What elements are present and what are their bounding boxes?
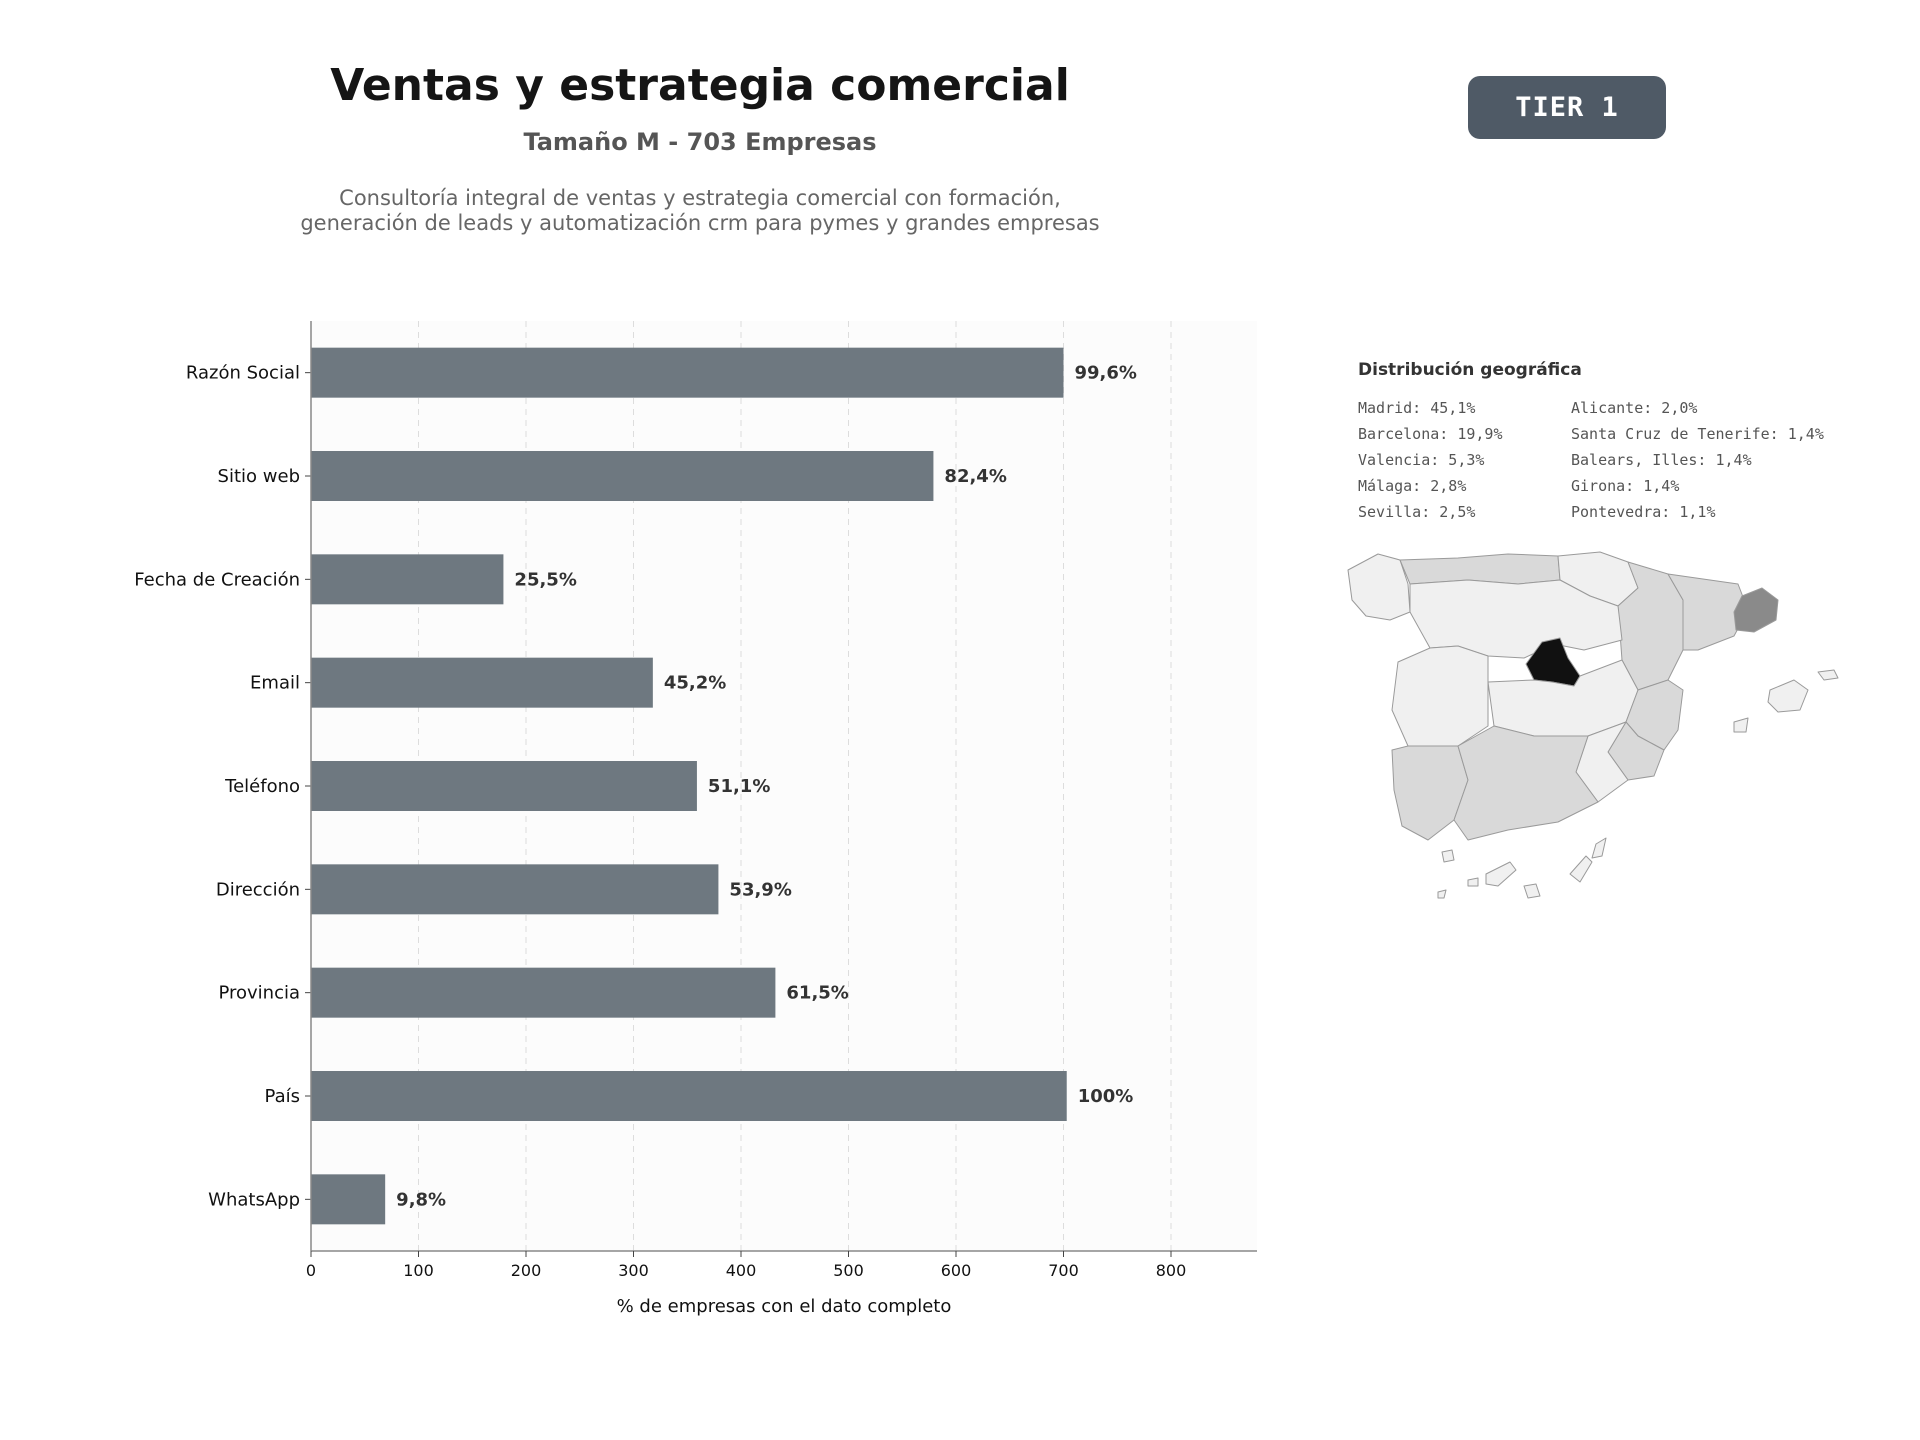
y-tick-label: Sitio web: [218, 466, 300, 487]
bar: [311, 1071, 1067, 1121]
geo-item: Málaga: 2,8%: [1358, 477, 1467, 495]
data-label: 25,5%: [514, 569, 576, 590]
map-region-galicia: [1347, 553, 1411, 621]
geo-item: Barcelona: 19,9%: [1358, 425, 1503, 443]
page-description: Consultoría integral de ventas y estrate…: [200, 186, 1200, 236]
map-region-mallorca: [1767, 679, 1809, 713]
bar: [311, 761, 697, 811]
map-region-canarias-4: [1523, 883, 1541, 899]
x-axis-label: % de empresas con el dato completo: [617, 1296, 952, 1317]
x-tick-label: 100: [403, 1261, 434, 1280]
tier-badge: TIER 1: [1468, 76, 1666, 139]
bar-chart: 99,6% Razón Social 82,4% Sitio web 25,5% Fech…: [134, 321, 1257, 1317]
bar: [311, 657, 653, 708]
x-tick-label: 300: [618, 1261, 649, 1280]
description-line-1: Consultoría integral de ventas y estrate…: [339, 186, 1061, 210]
data-label: 9,8%: [396, 1189, 446, 1210]
x-tick-label: 600: [941, 1261, 972, 1280]
y-tick-label: Fecha de Creación: [134, 569, 300, 590]
geo-item: Sevilla: 2,5%: [1358, 503, 1476, 521]
bar: [311, 864, 719, 915]
spain-choropleth-map: [1347, 551, 1839, 899]
map-region-asturias-cantabria: [1399, 553, 1561, 585]
y-tick-label: Provincia: [218, 983, 300, 1004]
map-region-extremadura: [1391, 645, 1489, 747]
y-tick-label: WhatsApp: [208, 1189, 300, 1210]
y-tick-label: Razón Social: [186, 363, 300, 384]
y-tick-label: Dirección: [216, 879, 300, 900]
map-region-canarias-2: [1485, 861, 1517, 887]
data-label: 100%: [1078, 1086, 1134, 1107]
geo-item: Madrid: 45,1%: [1358, 399, 1476, 417]
y-tick-label: Teléfono: [224, 776, 300, 797]
bar: [311, 451, 934, 501]
geo-list-column-1: Madrid: 45,1% Barcelona: 19,9% Valencia:…: [1358, 398, 1503, 528]
data-label: 45,2%: [664, 673, 726, 694]
data-label: 53,9%: [729, 879, 791, 900]
geo-item: Alicante: 2,0%: [1571, 399, 1698, 417]
map-region-canarias-3: [1467, 877, 1479, 887]
bar: [311, 554, 504, 605]
map-region-ibiza: [1733, 717, 1749, 733]
bar: [311, 347, 1064, 398]
map-region-menorca: [1817, 669, 1839, 681]
data-label: 82,4%: [944, 466, 1006, 487]
page-title: Ventas y estrategia comercial: [330, 60, 1070, 111]
geo-item: Girona: 1,4%: [1571, 477, 1680, 495]
page-subtitle: Tamaño M - 703 Empresas: [523, 128, 877, 156]
x-tick-label: 200: [511, 1261, 542, 1280]
geo-item: Santa Cruz de Tenerife: 1,4%: [1571, 425, 1824, 443]
map-region-canarias-1: [1441, 849, 1455, 863]
y-tick-label: Email: [250, 673, 300, 694]
map-region-catalonia-rest: [1667, 573, 1749, 651]
map-region-andalucia-west: [1391, 745, 1469, 841]
geo-distribution-title: Distribución geográfica: [1358, 360, 1582, 380]
geo-item: Valencia: 5,3%: [1358, 451, 1485, 469]
map-region-canarias-6: [1591, 837, 1607, 859]
geo-item: Balears, Illes: 1,4%: [1571, 451, 1752, 469]
data-label: 61,5%: [786, 983, 848, 1004]
map-region-andalucia-east: [1453, 725, 1599, 841]
map-region-canarias-7: [1437, 889, 1447, 899]
data-label: 99,6%: [1075, 363, 1137, 384]
data-label: 51,1%: [708, 776, 770, 797]
geo-list-column-2: Alicante: 2,0% Santa Cruz de Tenerife: 1…: [1571, 398, 1824, 528]
x-tick-label: 400: [726, 1261, 757, 1280]
description-line-2: generación de leads y automatización crm…: [300, 211, 1100, 235]
map-region-barcelona: [1733, 587, 1779, 633]
y-tick-label: País: [265, 1086, 300, 1107]
x-tick-label: 800: [1156, 1261, 1187, 1280]
bar: [311, 1174, 386, 1225]
map-region-canarias-5: [1569, 855, 1593, 883]
bar: [311, 967, 776, 1018]
x-tick-label: 500: [833, 1261, 864, 1280]
geo-item: Pontevedra: 1,1%: [1571, 503, 1716, 521]
x-tick-label: 700: [1048, 1261, 1079, 1280]
x-tick-label: 0: [306, 1261, 316, 1280]
